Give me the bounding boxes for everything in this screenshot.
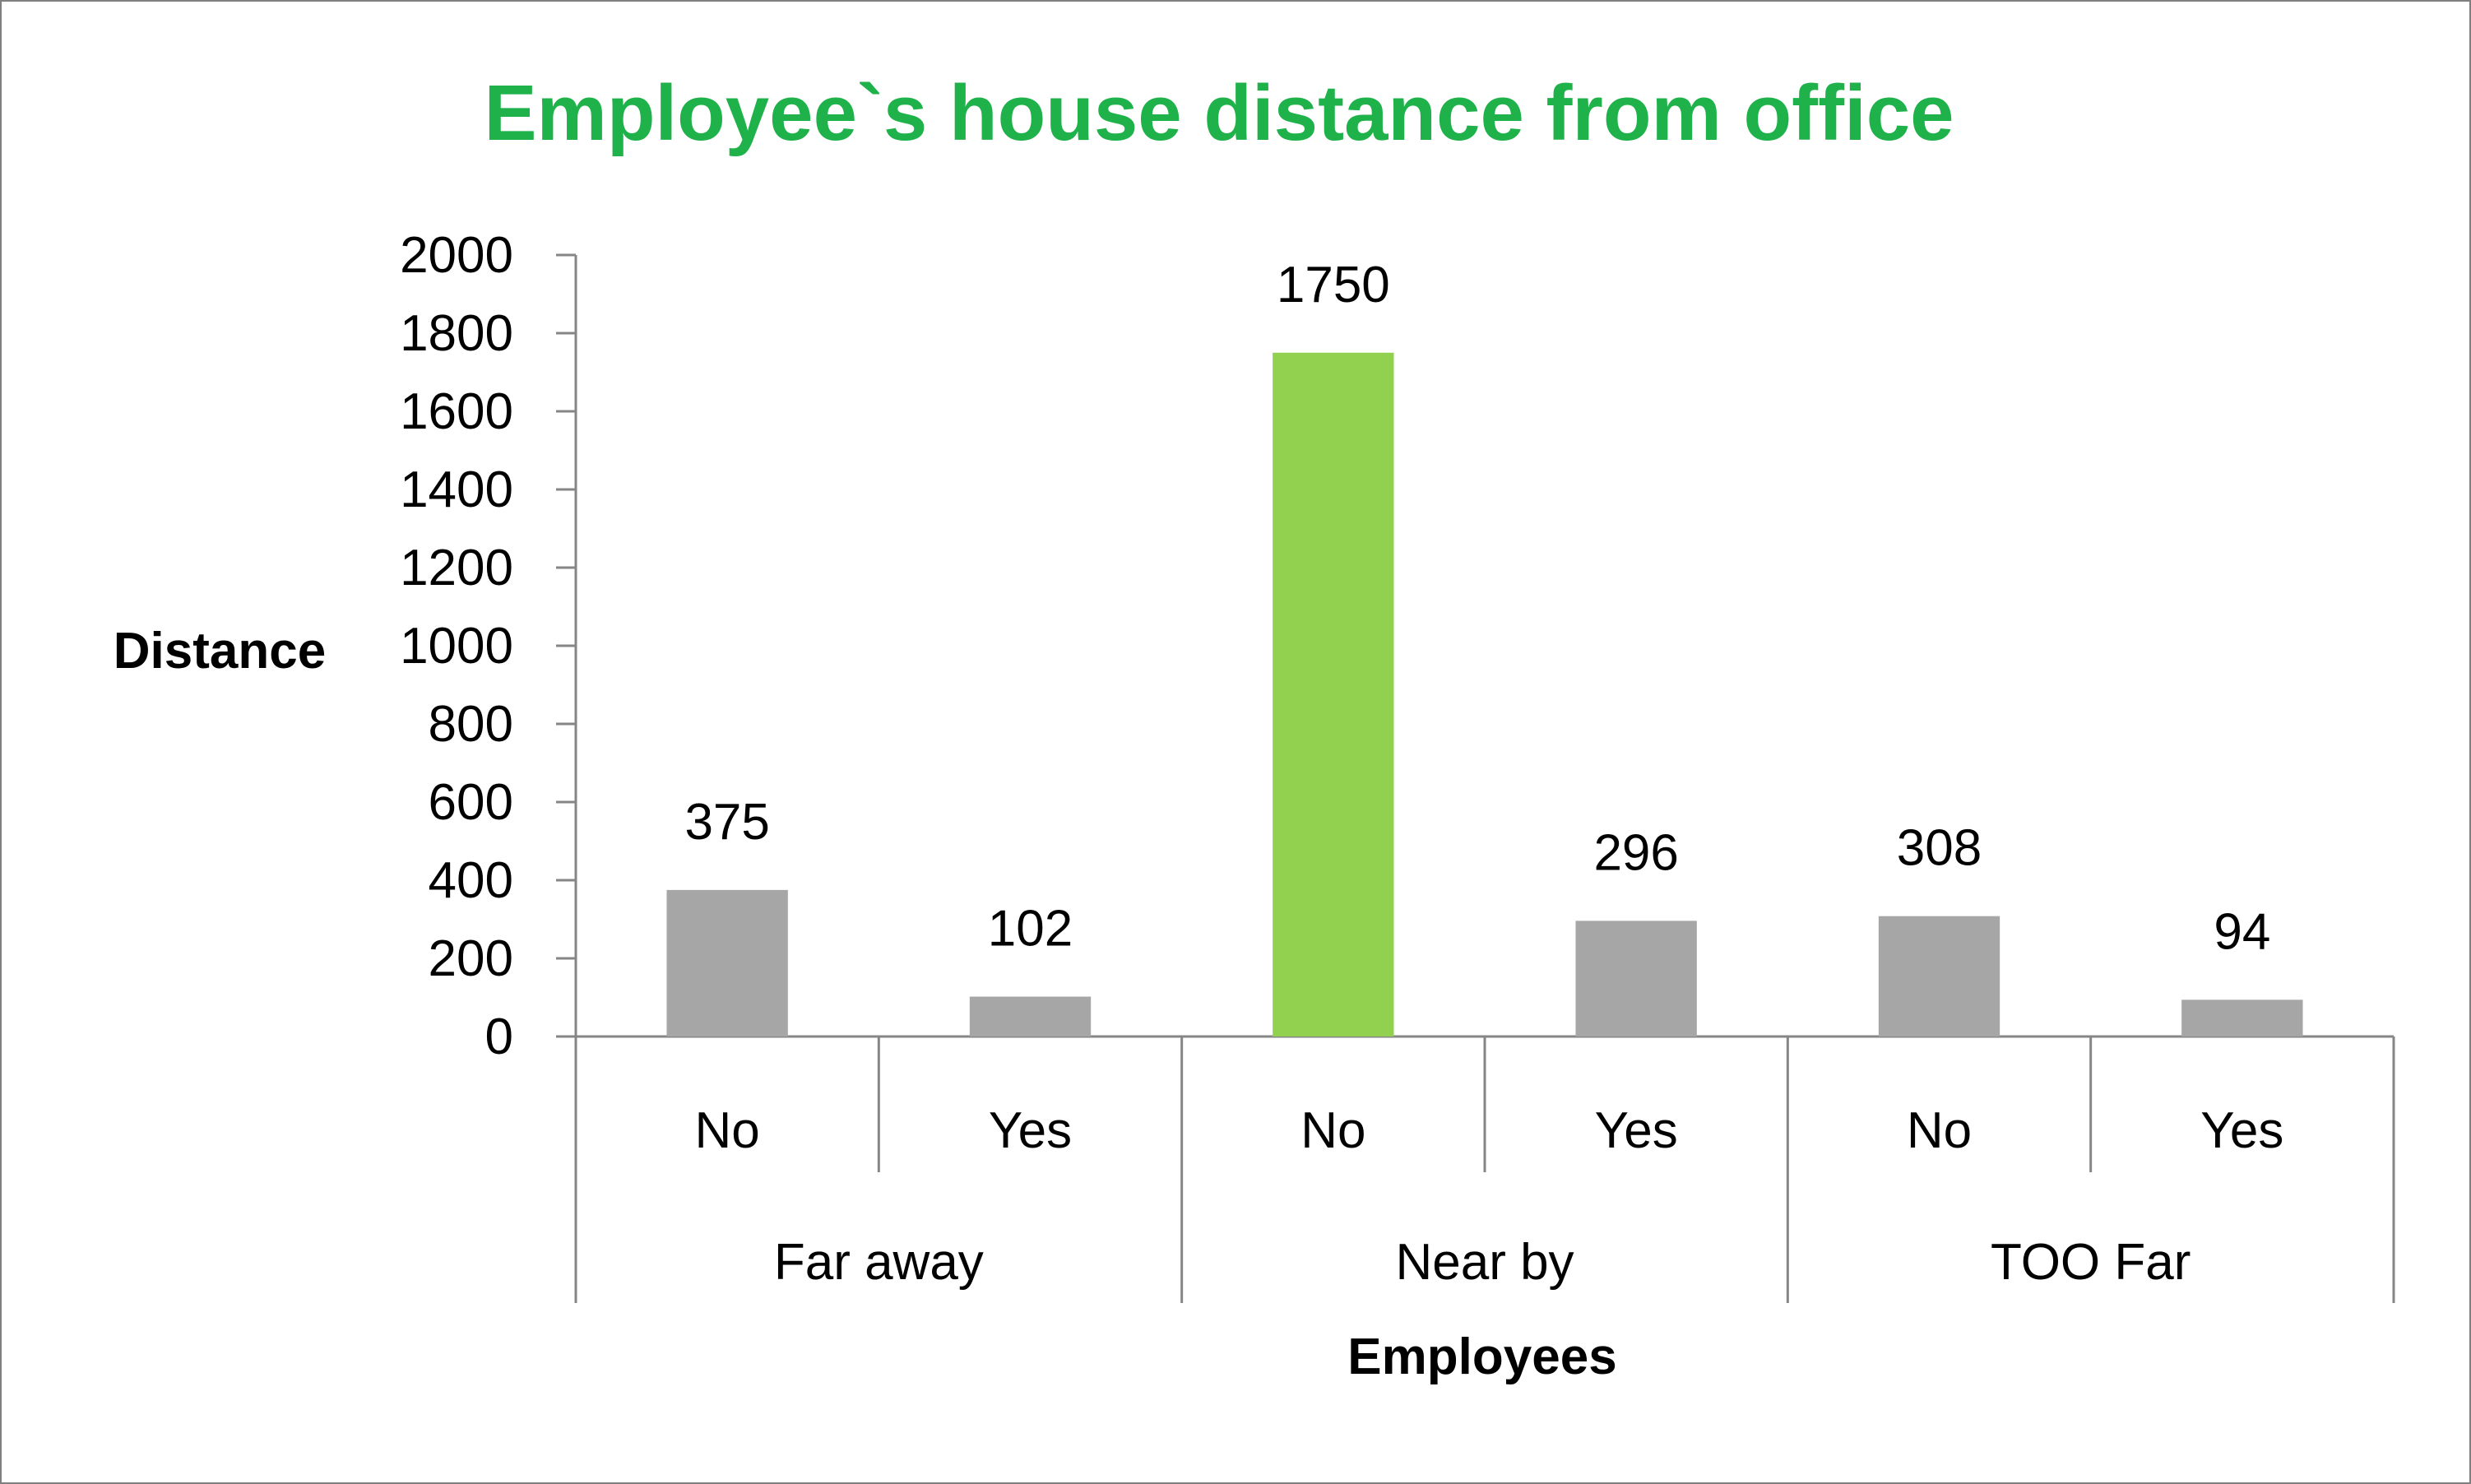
plot-area: 0 200 400 600 800 1000 1200 1400 1600 1800 2000 375… xyxy=(400,227,2395,1303)
y-tick-label: 600 xyxy=(429,774,513,831)
data-label: 375 xyxy=(684,794,769,851)
x-group-label: Far away xyxy=(774,1234,984,1291)
y-tick-label: 1400 xyxy=(400,461,513,518)
data-label: 308 xyxy=(1897,820,1982,877)
x-tick-label: No xyxy=(695,1102,760,1159)
y-tick-label: 1000 xyxy=(400,618,513,675)
bar xyxy=(2181,999,2303,1036)
bar xyxy=(1273,352,1394,1036)
data-label: 94 xyxy=(2214,903,2270,960)
x-tick-label: Yes xyxy=(2200,1102,2283,1159)
y-tick-label: 400 xyxy=(429,852,513,909)
x-tick-label: No xyxy=(1300,1102,1365,1159)
bar xyxy=(1575,921,1697,1036)
data-label: 102 xyxy=(988,901,1073,958)
y-tick-label: 200 xyxy=(429,930,513,987)
y-tick-label: 1800 xyxy=(400,305,513,362)
x-axis-title: Employees xyxy=(1347,1329,1616,1385)
x-tick-label: No xyxy=(1907,1102,1972,1159)
y-tick-label: 1200 xyxy=(400,540,513,596)
y-tick-label: 1600 xyxy=(400,383,513,440)
bar xyxy=(1878,916,2000,1036)
x-tick-label: Yes xyxy=(989,1102,1072,1159)
data-label: 296 xyxy=(1593,824,1678,881)
data-label: 1750 xyxy=(1277,257,1390,313)
bar xyxy=(666,889,788,1036)
y-tick-label: 2000 xyxy=(400,227,513,284)
bar xyxy=(969,996,1092,1036)
y-tick-label: 800 xyxy=(429,696,513,753)
x-group-label: Near by xyxy=(1395,1234,1574,1291)
y-axis-title: Distance xyxy=(114,623,326,679)
y-tick-label: 0 xyxy=(485,1009,513,1065)
chart-title: Employee`s house distance from office xyxy=(484,69,1954,157)
x-group-label: TOO Far xyxy=(1991,1234,2191,1291)
x-tick-label: Yes xyxy=(1595,1102,1678,1159)
